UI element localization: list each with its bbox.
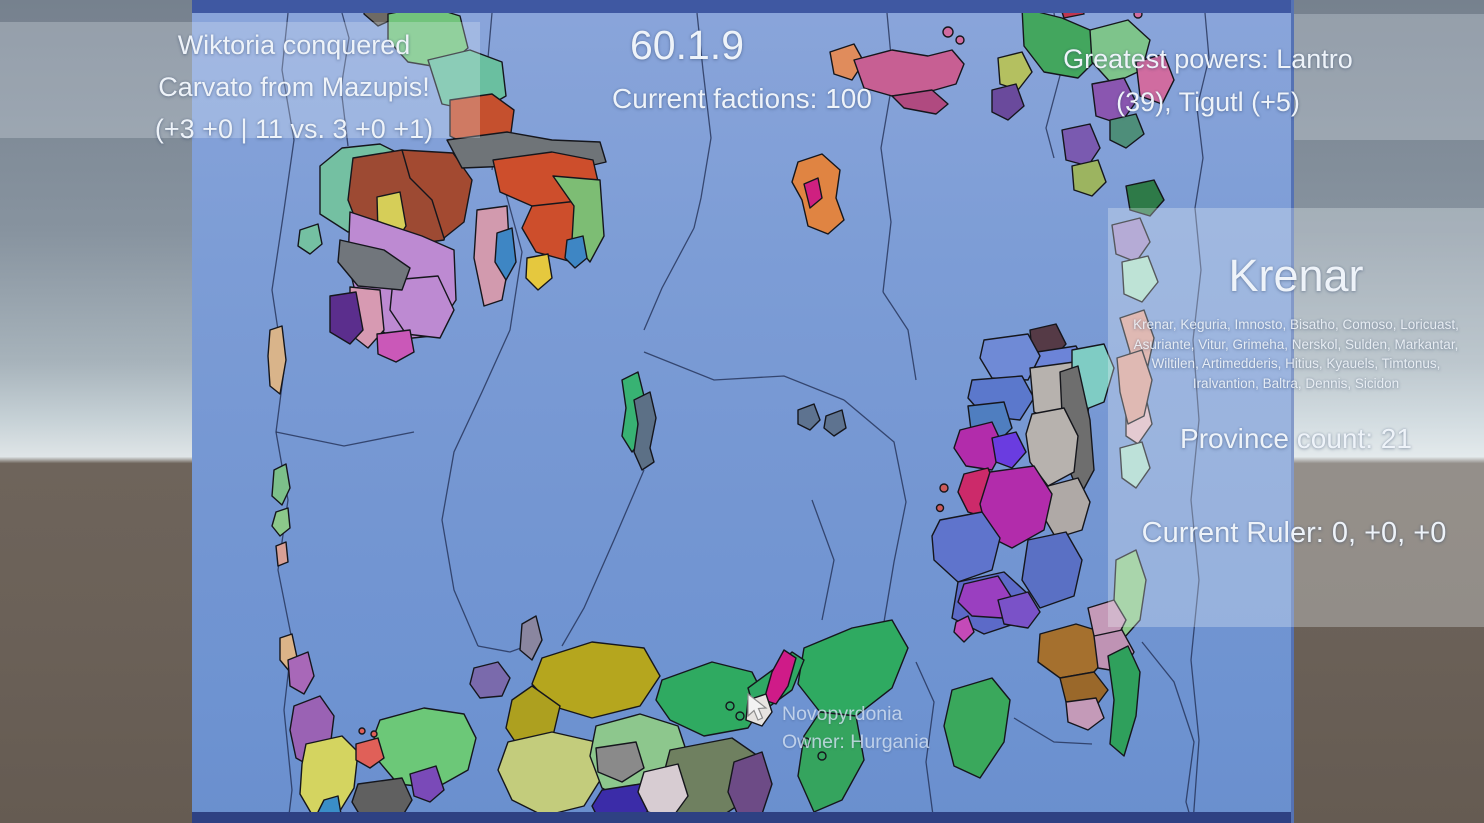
faction-panel <box>1108 208 1484 627</box>
powers-panel <box>1294 14 1484 140</box>
powers-line2: (39), Tigutl (+5) <box>1116 87 1300 117</box>
cursor-icon <box>746 692 776 730</box>
faction-title: Krenar <box>1228 250 1364 301</box>
sea-borders <box>271 12 1210 823</box>
landmasses[interactable] <box>267 0 1175 823</box>
event-banner-line1: Wiktoria conquered <box>177 30 411 60</box>
map-top-edge <box>192 0 1294 13</box>
map-tooltip-owner: Owner: Hurgania <box>782 731 930 753</box>
faction-province-list: Krenar, Keguria, Imnosto, Bisatho, Comos… <box>1133 317 1459 391</box>
map-tooltip-province: Novopyrdonia <box>782 703 903 725</box>
landmass-southeast-purple[interactable] <box>953 575 1041 643</box>
game-date: 60.1.9 <box>630 22 744 68</box>
islands-mid[interactable] <box>621 371 847 471</box>
map-right-edge <box>1291 0 1294 823</box>
landmass-south[interactable] <box>497 615 909 823</box>
event-banner: Wiktoria conquered Carvato from Mazupis!… <box>94 24 494 150</box>
world-map-canvas[interactable] <box>192 0 1294 823</box>
powers-line1: Greatest powers: Lantro <box>1063 44 1353 74</box>
event-banner-panel <box>0 22 480 138</box>
landmass-northeast[interactable] <box>991 0 1175 197</box>
landmass-east[interactable] <box>931 323 1153 635</box>
greatest-powers-label: Greatest powers: Lantro (39), Tigutl (+5… <box>1008 38 1408 124</box>
landmass-southwest[interactable] <box>279 633 511 823</box>
landmass-north-rose[interactable] <box>829 9 1143 115</box>
island-orange[interactable] <box>791 153 845 235</box>
current-ruler-label: Current Ruler: 0, +0, +0 <box>1141 517 1447 549</box>
landmass-west-strips[interactable] <box>267 325 291 567</box>
province-count-label: Province count: 21 <box>1180 423 1412 454</box>
event-banner-line2: Carvato from Mazupis! <box>158 72 430 102</box>
world-map[interactable] <box>192 0 1294 823</box>
landmass-northwest[interactable] <box>297 131 607 363</box>
faction-count-label: Current factions: 100 <box>612 83 872 114</box>
landmass-southeast[interactable] <box>943 599 1141 779</box>
event-banner-line3: (+3 +0 | 11 vs. 3 +0 +1) <box>154 114 434 144</box>
map-bottom-edge <box>192 812 1294 823</box>
